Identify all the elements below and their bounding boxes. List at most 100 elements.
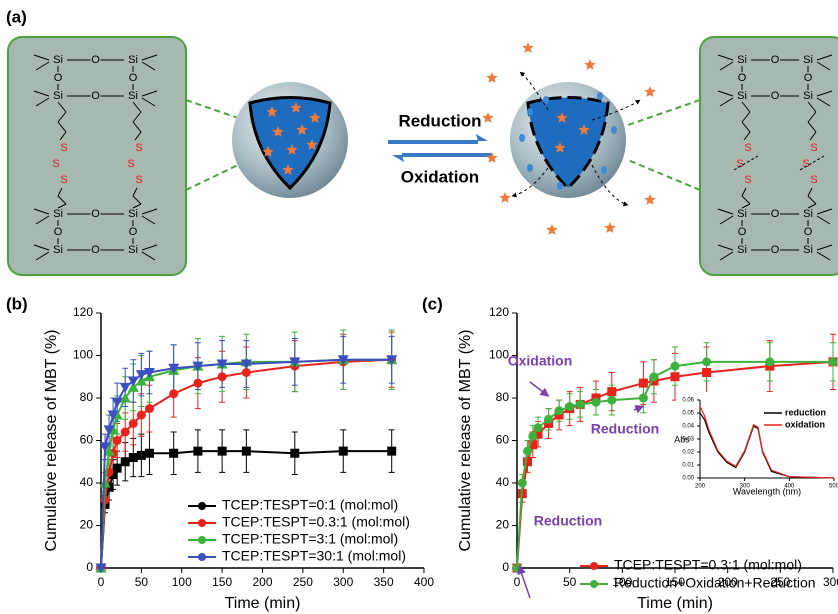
cargo-star [296, 124, 308, 135]
pore [527, 164, 533, 172]
cargo-star [546, 224, 558, 235]
bond [35, 61, 50, 71]
cargo-star [522, 42, 534, 53]
bond [807, 187, 813, 197]
y-tick-label: 0.02 [682, 450, 694, 456]
x-tick-label: 300 [740, 483, 751, 489]
data-point [119, 392, 131, 403]
atom-label: Si [53, 54, 63, 66]
y-tick-label: 20 [80, 518, 94, 532]
pore [597, 92, 603, 100]
bond [807, 203, 817, 209]
atom-label: Si [737, 244, 747, 256]
inset-background [676, 392, 836, 492]
data-point [99, 477, 111, 488]
cargo-star [584, 59, 596, 70]
atom-label: S [736, 158, 743, 170]
bond [741, 111, 751, 123]
data-point [575, 399, 585, 409]
annotation: Oxidation [508, 353, 573, 369]
atom-label: Si [737, 54, 747, 66]
bond [132, 121, 142, 133]
structure-box [7, 36, 187, 276]
data-point [107, 410, 119, 421]
bond [141, 251, 156, 261]
bond [57, 195, 67, 205]
bond [816, 215, 831, 225]
x-tick-label: 400 [784, 483, 795, 489]
core [248, 96, 332, 191]
atom-label: S [744, 142, 751, 154]
cargo-star [486, 152, 498, 163]
legend-label: TCEP:TESPT=0:1 (mol:mol) [222, 497, 398, 513]
bond [141, 54, 158, 61]
x-tick-label: 200 [695, 483, 706, 489]
pore [543, 96, 549, 104]
atom-label: Si [737, 90, 747, 102]
pore [601, 166, 607, 174]
bond [141, 97, 156, 107]
data-point [289, 357, 301, 368]
atom-label: O [54, 72, 63, 84]
cargo-star [644, 194, 656, 205]
data-point [135, 375, 147, 386]
data-point [192, 361, 204, 372]
atom-label: O [91, 208, 100, 220]
panel-label: (b) [6, 294, 28, 313]
annotation: Reduction [534, 513, 602, 529]
bond [743, 131, 751, 141]
data-point [193, 446, 203, 456]
cargo-star [306, 139, 318, 150]
cargo-star [556, 112, 568, 123]
bond [141, 244, 158, 251]
atom-label: S [60, 142, 67, 154]
atom-label: O [804, 72, 813, 84]
bond [717, 244, 734, 251]
bond [141, 90, 158, 97]
data-point [828, 357, 838, 367]
atom-label: S [810, 142, 817, 154]
bond [132, 101, 142, 113]
atom-label: O [54, 226, 63, 238]
arrow-label: Reduction [398, 111, 481, 130]
bond [809, 131, 817, 141]
data-point [338, 446, 348, 456]
bond [717, 90, 734, 97]
cargo-star [290, 102, 302, 113]
x-axis-title: Time (min) [637, 595, 713, 612]
bond [33, 244, 50, 251]
atom-label: S [744, 174, 751, 186]
atom-label: S [52, 158, 59, 170]
data-point [517, 478, 527, 488]
atom-label: S [802, 158, 809, 170]
bond [807, 111, 817, 123]
legend-marker [198, 519, 206, 527]
x-tick-label: 250 [770, 575, 790, 589]
bond [35, 215, 50, 225]
bond [719, 61, 734, 71]
series-line [100, 358, 392, 569]
legend-label: Reduction+Oxidation+Reduction [614, 575, 816, 591]
data-point [169, 389, 179, 399]
data-point [337, 355, 349, 366]
data-point [136, 410, 146, 420]
y-tick-label: 120 [73, 305, 93, 319]
atom-label: O [771, 54, 780, 66]
data-point [565, 402, 575, 411]
data-point [103, 445, 115, 456]
data-point [112, 463, 122, 473]
y-tick-label: 20 [496, 518, 510, 532]
atom-label: O [804, 226, 813, 238]
atom-label: Si [53, 208, 63, 220]
cargo-star [272, 126, 284, 137]
bond [717, 208, 734, 215]
data-point [95, 563, 107, 574]
legend-marker [590, 580, 598, 588]
data-point [702, 357, 712, 367]
y-tick-label: 100 [489, 348, 509, 362]
annotation-arrow [529, 381, 550, 397]
x-axis-title: Time (min) [225, 595, 301, 612]
atom-label: S [135, 142, 142, 154]
atom-label: Si [803, 208, 813, 220]
cargo-star [644, 86, 656, 97]
